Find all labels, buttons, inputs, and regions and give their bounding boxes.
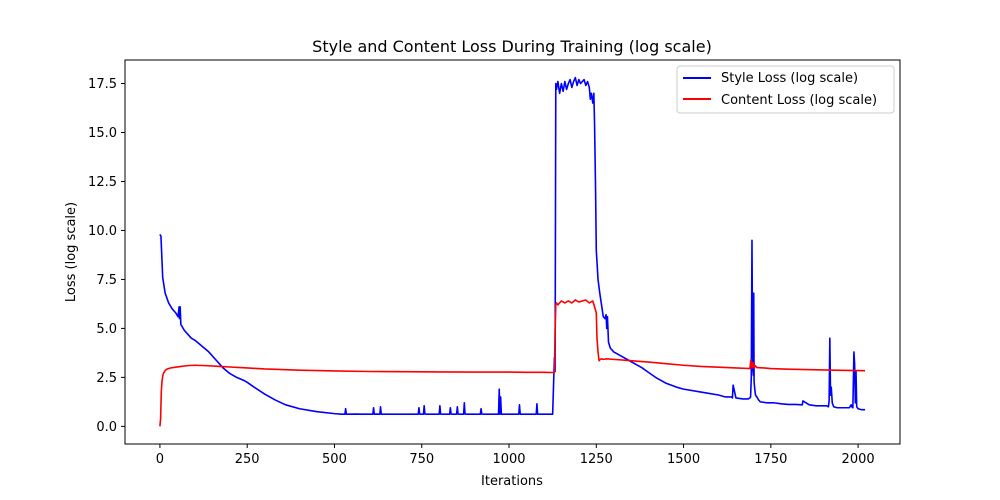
plot-area	[124, 59, 901, 445]
x-tick-label: 250	[235, 452, 260, 467]
chart-title: Style and Content Loss During Training (…	[312, 37, 712, 56]
x-tick-label: 750	[409, 452, 434, 467]
y-tick-label: 12.5	[88, 175, 117, 190]
x-tick-label: 500	[322, 452, 347, 467]
legend-label-style-loss: Style Loss (log scale)	[721, 71, 858, 86]
legend-box	[676, 65, 895, 114]
x-tick-label: 1000	[492, 452, 525, 467]
series-line-style-loss	[159, 76, 866, 416]
y-axis: 0.0 2.5 5.0 7.5 10.0 12.5 15.0 17.5	[88, 77, 125, 435]
x-tick-label: 1750	[754, 452, 787, 467]
y-axis-label: Loss (log scale)	[64, 202, 79, 302]
x-tick-label: 0	[156, 452, 164, 467]
x-axis: 0 250 500 750 1000 1250 1500 1750 2000	[156, 444, 875, 467]
y-tick-label: 5.0	[96, 322, 117, 337]
y-tick-label: 0.0	[96, 420, 117, 435]
x-tick-label: 1250	[580, 452, 613, 467]
legend-label-content-loss: Content Loss (log scale)	[721, 93, 877, 108]
y-tick-label: 15.0	[88, 126, 117, 141]
x-axis-label: Iterations	[481, 474, 543, 489]
series-layer	[159, 76, 866, 427]
series-line-content-loss	[159, 299, 866, 427]
x-tick-label: 1500	[667, 452, 700, 467]
y-tick-label: 17.5	[88, 77, 117, 92]
plot-frame	[124, 59, 901, 445]
legend: Style Loss (log scale) Content Loss (log…	[676, 65, 895, 114]
x-tick-label: 2000	[842, 452, 875, 467]
y-tick-label: 2.5	[96, 371, 117, 386]
y-tick-label: 7.5	[96, 273, 117, 288]
y-tick-label: 10.0	[88, 224, 117, 239]
